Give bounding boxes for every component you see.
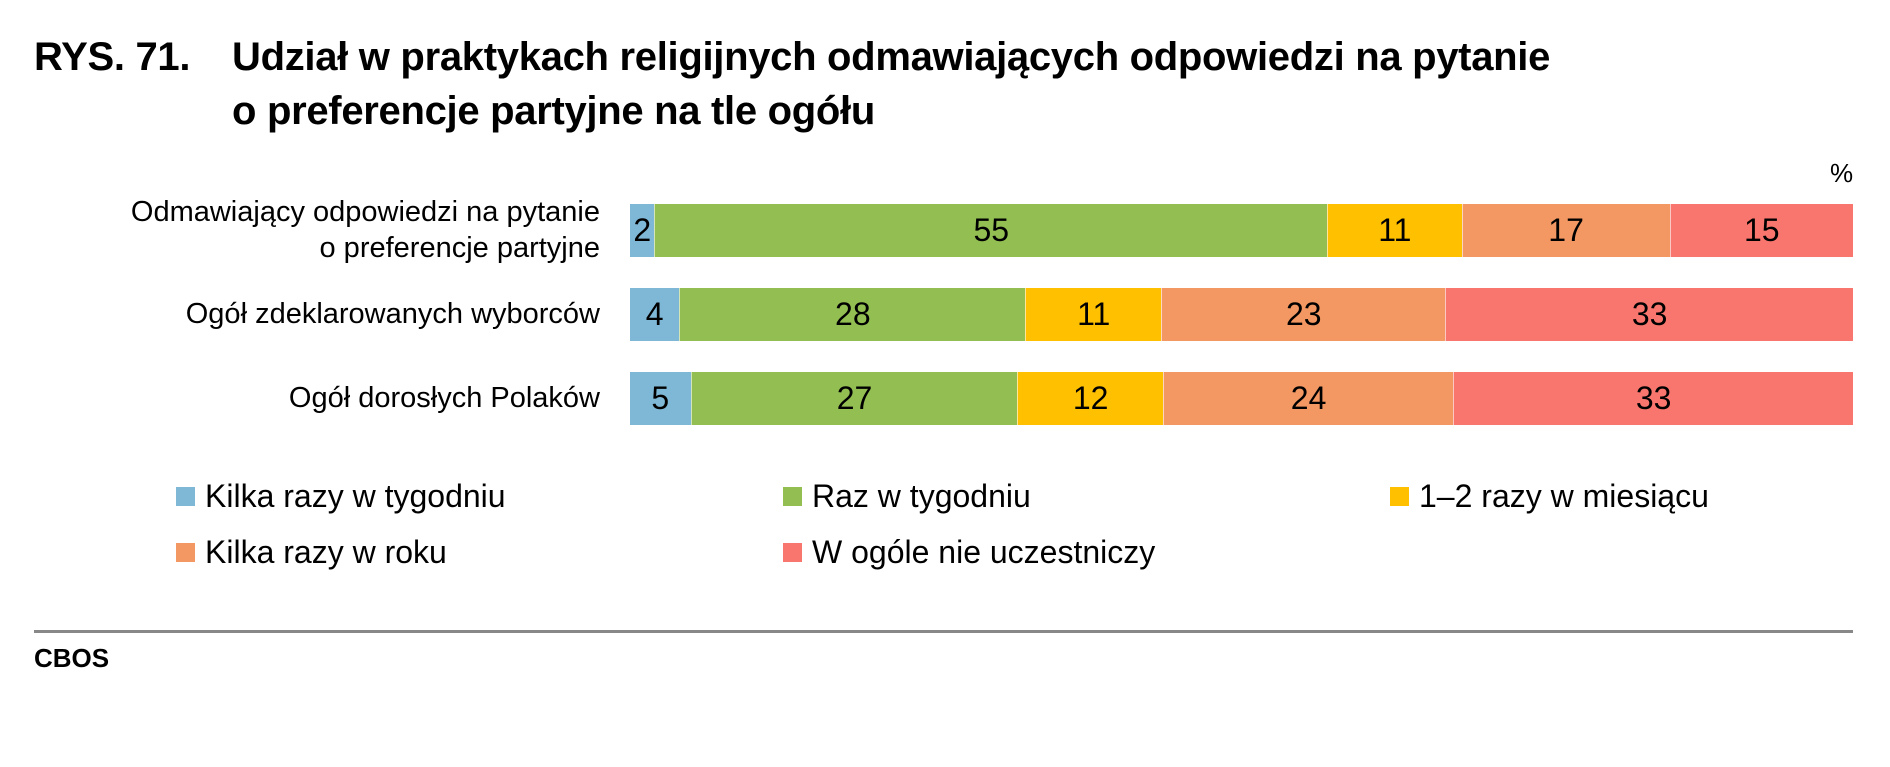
bar-row-1: 2 55 11 17 15 (630, 204, 1853, 257)
legend-swatch-icon (1390, 487, 1409, 506)
legend-label: 1–2 razy w miesiącu (1419, 478, 1709, 514)
data-label: 4 (645, 296, 664, 332)
data-label: 24 (1290, 380, 1327, 416)
chart-title: RYS. 71. Udział w praktykach religijnych … (34, 30, 1550, 138)
category-label-2: Ogół zdeklarowanych wyborców (185, 298, 600, 330)
figure-number: RYS. 71. (34, 35, 191, 79)
bar-segment-w-ogóle-nie-uczestniczy: 33 (1445, 288, 1853, 341)
data-label: 27 (836, 380, 873, 416)
bar-segment-w-ogóle-nie-uczestniczy: 15 (1669, 204, 1853, 257)
title-line-2: o preferencje partyjne na tle ogółu (232, 89, 875, 133)
bar-segment-kilka-razy-w-tygodniu: 4 (630, 288, 680, 341)
category-label-1: Odmawiający odpowiedzi na pytanie o pref… (131, 194, 600, 266)
bar-segment-kilka-razy-w-roku: 17 (1461, 204, 1670, 257)
data-label: 11 (1077, 296, 1111, 332)
bar-segment-kilka-razy-w-tygodniu: 5 (630, 372, 691, 425)
bar-segment-kilka-razy-w-roku: 24 (1162, 372, 1454, 425)
legend-swatch-icon (176, 543, 195, 562)
legend-label: Raz w tygodniu (812, 478, 1031, 514)
bar-segment-w-ogóle-nie-uczestniczy: 33 (1453, 372, 1853, 425)
data-label: 15 (1743, 212, 1780, 248)
bar-row-3: 5 27 12 24 33 (630, 372, 1853, 425)
data-label: 55 (973, 212, 1010, 248)
data-label: 12 (1072, 380, 1109, 416)
data-label: 5 (651, 380, 670, 416)
bar-segment-raz-w-tygodniu: 27 (690, 372, 1018, 425)
data-label: 2 (633, 212, 652, 248)
bar-segment-1-2-razy-w-miesiącu: 11 (1025, 288, 1162, 341)
legend-item-kilka-razy-w-roku: Kilka razy w roku (176, 534, 447, 571)
data-label: 28 (835, 296, 871, 332)
title-line-1: Udział w praktykach religijnych odmawiaj… (232, 35, 1551, 79)
data-label: 11 (1378, 212, 1412, 248)
legend-swatch-icon (783, 543, 802, 562)
source-label: CBOS (34, 643, 110, 673)
bar-segment-kilka-razy-w-roku: 23 (1161, 288, 1446, 341)
legend-swatch-icon (176, 487, 195, 506)
legend-swatch-icon (783, 487, 802, 506)
legend-item-w-ogole-nie-uczestniczy: W ogóle nie uczestniczy (783, 534, 1155, 571)
footer-divider (34, 630, 1853, 633)
bar-segment-1-2-razy-w-miesiącu: 12 (1017, 372, 1163, 425)
legend-item-kilka-razy-w-tygodniu: Kilka razy w tygodniu (176, 478, 506, 515)
legend-label: Kilka razy w tygodniu (205, 478, 506, 514)
legend-label: Kilka razy w roku (205, 534, 447, 570)
bar-segment-1-2-razy-w-miesiącu: 11 (1327, 204, 1462, 257)
bar-row-2: 4 28 11 23 33 (630, 288, 1853, 341)
data-label: 17 (1548, 212, 1584, 248)
data-label: 33 (1635, 380, 1672, 416)
data-label: 33 (1631, 296, 1668, 332)
legend-item-1-2-razy-w-miesiacu: 1–2 razy w miesiącu (1390, 478, 1709, 515)
bar-segment-raz-w-tygodniu: 55 (654, 204, 1328, 257)
bar-segment-raz-w-tygodniu: 28 (679, 288, 1026, 341)
legend-item-raz-w-tygodniu: Raz w tygodniu (783, 478, 1031, 515)
legend-label: W ogóle nie uczestniczy (812, 534, 1156, 570)
category-label-1-line2: o preferencje partyjne (319, 232, 601, 264)
category-label-1-line1: Odmawiający odpowiedzi na pytanie (130, 196, 600, 228)
data-label: 23 (1285, 296, 1322, 332)
category-label-3: Ogół dorosłych Polaków (288, 382, 600, 414)
bar-segment-kilka-razy-w-tygodniu: 2 (630, 204, 655, 257)
unit-label: % (1830, 158, 1854, 188)
